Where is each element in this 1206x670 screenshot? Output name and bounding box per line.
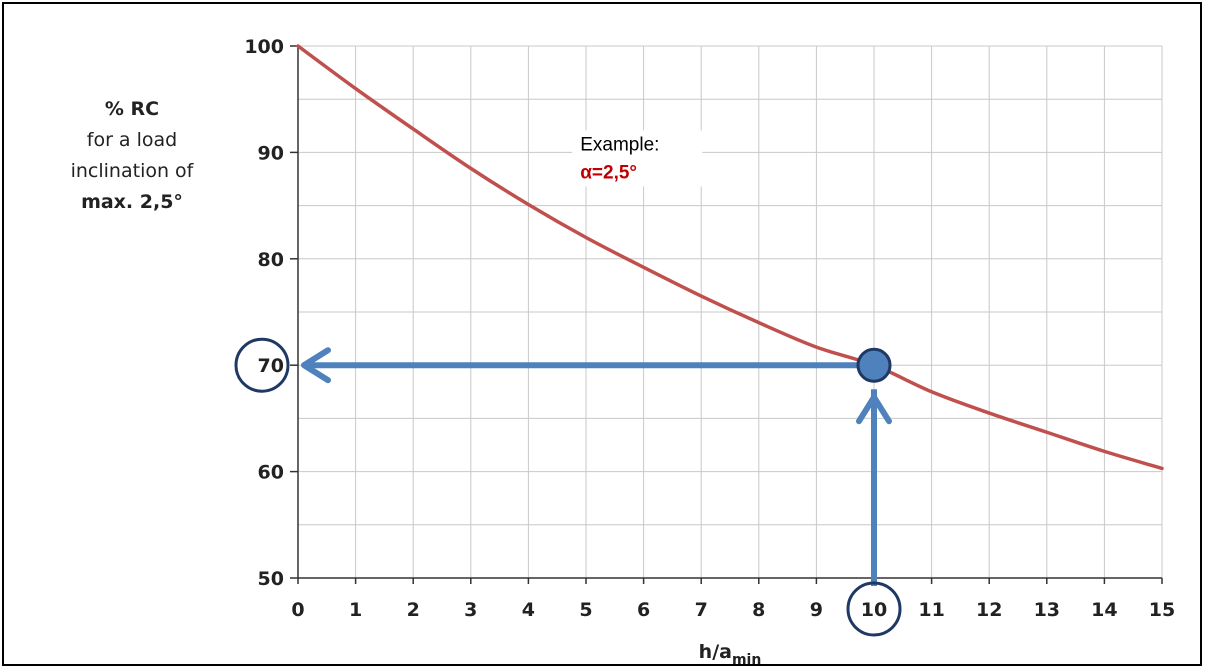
y-tick-label: 80 — [258, 249, 284, 271]
x-axis-label-main: h/a — [699, 641, 732, 663]
y-tick-label: 60 — [258, 462, 284, 484]
x-tick-label: 7 — [695, 599, 708, 621]
y-highlight-circle — [234, 337, 290, 393]
x-tick-label: 14 — [1091, 599, 1117, 621]
y-axis-label-line2: for a load — [86, 129, 178, 151]
grid-lines — [297, 45, 1163, 579]
x-tick-label: 15 — [1149, 599, 1175, 621]
x-tick-label: 0 — [291, 599, 304, 621]
horizontal-arrow-head — [301, 347, 331, 384]
annotation-background — [572, 130, 703, 187]
y-axis-label-line1: % RC — [104, 98, 160, 120]
annotation-group: Example: α=2,5° — [572, 130, 703, 187]
x-tick-label: 6 — [637, 599, 650, 621]
vertical-arrow-head — [856, 394, 892, 425]
x-tick-label: 2 — [407, 599, 420, 621]
y-axis-label-line4: max. 2,5° — [81, 191, 183, 213]
series-group — [296, 44, 1164, 471]
x-tick-labels: 0 1 2 3 4 5 6 7 8 9 10 11 12 13 14 15 — [291, 599, 1175, 621]
y-tick-labels: 50 60 70 80 90 100 — [244, 36, 284, 590]
x-tick-label: 8 — [752, 599, 765, 621]
x-tick-label: 4 — [522, 599, 535, 621]
y-axis-label: % RC for a load inclination of max. 2,5° — [42, 94, 222, 218]
x-tick-label: 10 — [861, 599, 887, 621]
x-axis-label-sub: min — [732, 652, 761, 668]
x-tick-label: 13 — [1034, 599, 1060, 621]
x-axis-label: h/amin — [699, 641, 762, 668]
series-line — [296, 44, 1164, 471]
x-highlight-circle — [846, 581, 902, 637]
annotation-line2: α=2,5° — [580, 162, 637, 183]
axes — [290, 45, 1163, 584]
x-tick-label: 9 — [810, 599, 823, 621]
annotation-line1: Example: — [580, 134, 659, 155]
y-axis-label-line3: inclination of — [70, 160, 194, 182]
y-tick-label: 50 — [258, 568, 284, 590]
x-tick-label: 5 — [579, 599, 592, 621]
y-tick-label: 100 — [244, 36, 284, 58]
x-tick-label: 1 — [349, 599, 362, 621]
y-tick-label: 70 — [258, 355, 284, 377]
y-tick-label: 90 — [258, 142, 284, 164]
example-point-marker — [856, 347, 892, 383]
x-tick-label: 11 — [918, 599, 944, 621]
example-reading — [234, 337, 902, 637]
x-tick-label: 12 — [976, 599, 1002, 621]
x-tick-label: 3 — [464, 599, 477, 621]
